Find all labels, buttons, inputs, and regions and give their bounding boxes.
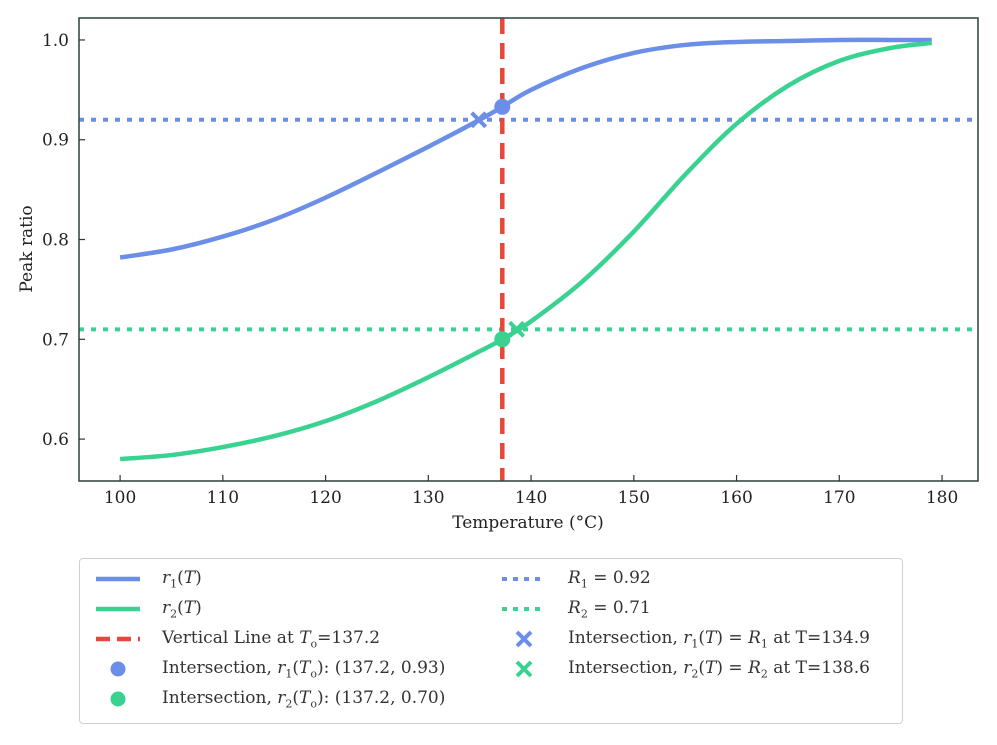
- legend-symbol-x: [515, 630, 533, 648]
- x-axis-label: Temperature (°C): [452, 513, 604, 533]
- x-tick-label-160: 160: [720, 488, 752, 508]
- legend-symbol-x: [515, 660, 533, 678]
- x-tick-label-120: 120: [309, 488, 341, 508]
- x-tick-label-100: 100: [104, 488, 136, 508]
- x-tick-label-110: 110: [207, 488, 239, 508]
- legend-symbol-circle: [110, 691, 126, 707]
- marker-circle-1: [494, 331, 511, 348]
- legend: r1(T) r2(T) Vertical Line at To=137.2 Inter…: [79, 558, 903, 724]
- chart: 100 110 120 130 140 150 160 170 180 0.6 0.7 0.8 0.9…: [17, 17, 979, 533]
- legend-label-r1: r1(T): [162, 567, 202, 591]
- y-tick-label-3: 0.9: [42, 131, 69, 151]
- legend-label-int1: Intersection, r1(To): (137.2, 0.93): [162, 657, 446, 681]
- legend-label-R2: R2 = 0.71: [568, 597, 651, 621]
- x-tick-label-130: 130: [412, 488, 444, 508]
- series-line-r1: [119, 37, 932, 260]
- legend-label-x2: Intersection, r2(T) = R2 at T=138.6: [568, 657, 870, 681]
- legend-item-R2: R2 = 0.71: [500, 594, 651, 624]
- legend-label-x1: Intersection, r1(T) = R1 at T=134.9: [568, 627, 870, 651]
- legend-item-R1: R1 = 0.92: [500, 564, 651, 594]
- x-tick-label-140: 140: [515, 488, 547, 508]
- legend-label-vline: Vertical Line at To=137.2: [162, 627, 381, 651]
- marker-circle-0: [494, 98, 511, 115]
- marker-x-2: [470, 111, 488, 129]
- legend-item-int1: Intersection, r1(To): (137.2, 0.93): [94, 654, 445, 684]
- reference-lines: [79, 117, 978, 332]
- x-axis: 100 110 120 130 140 150 160 170 180: [104, 475, 958, 508]
- legend-label-r2: r2(T): [162, 597, 202, 621]
- legend-item-x2: Intersection, r2(T) = R2 at T=138.6: [500, 654, 870, 684]
- plot-frame: [78, 17, 979, 482]
- legend-symbol-solid: [96, 606, 140, 612]
- legend-symbol-dotted: [502, 577, 546, 581]
- legend-item-int2: Intersection, r2(To): (137.2, 0.70): [94, 684, 445, 714]
- legend-item-x1: Intersection, r1(T) = R1 at T=134.9: [500, 624, 870, 654]
- legend-symbol-dashed: [96, 636, 140, 642]
- series-lines: [119, 37, 933, 462]
- y-tick-label-2: 0.8: [42, 231, 69, 251]
- legend-item-vline: Vertical Line at To=137.2: [94, 624, 380, 654]
- y-axis: 0.6 0.7 0.8 0.9 1.0: [42, 31, 85, 450]
- legend-symbol-solid: [96, 576, 140, 582]
- y-tick-label-1: 0.7: [42, 330, 69, 350]
- legend-symbol-circle: [110, 661, 126, 677]
- legend-symbol-dotted: [502, 607, 546, 611]
- series-line-r2: [119, 40, 933, 462]
- y-axis-label: Peak ratio: [17, 205, 37, 292]
- y-tick-label-4: 1.0: [42, 31, 69, 51]
- legend-item-r2: r2(T): [94, 594, 202, 624]
- legend-label-int2: Intersection, r2(To): (137.2, 0.70): [162, 687, 446, 711]
- marker-x-3: [508, 320, 526, 338]
- marker-layer: [470, 98, 526, 348]
- x-tick-label-170: 170: [823, 488, 855, 508]
- x-tick-label-150: 150: [618, 488, 650, 508]
- y-tick-label-0: 0.6: [42, 430, 69, 450]
- x-tick-label-180: 180: [926, 488, 958, 508]
- legend-item-r1: r1(T): [94, 564, 202, 594]
- legend-label-R1: R1 = 0.92: [568, 567, 651, 591]
